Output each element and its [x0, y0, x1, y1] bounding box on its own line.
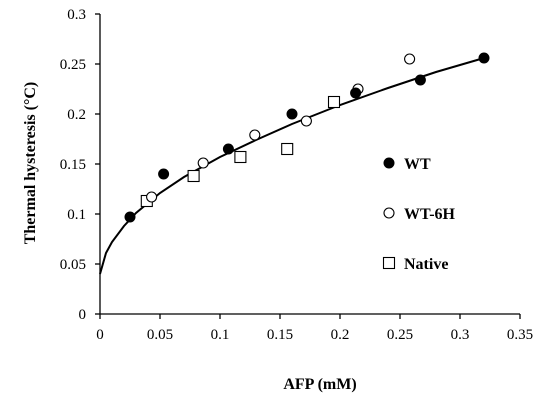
- data-point-wt-6h: [146, 191, 158, 203]
- data-points: [124, 52, 490, 223]
- plot-area: 0 0.05 0.1 0.15 0.2 0.25 0.3 0.35 00.050.10.150…: [60, 7, 533, 343]
- x-ticks: 0 0.05 0.1 0.15 0.2 0.25 0.3 0.35: [96, 314, 533, 343]
- data-point-wt-6h: [249, 129, 261, 141]
- legend-label: WT-6H: [404, 206, 456, 223]
- x-tick-label: 0.05: [147, 327, 173, 343]
- y-tick-label: 0.05: [60, 257, 86, 273]
- x-tick-label: 0.3: [451, 327, 470, 343]
- legend: WT WT-6H Native: [382, 156, 456, 273]
- data-point-wt: [478, 52, 490, 64]
- y-tick-label: 0.25: [60, 57, 86, 73]
- x-tick-label: 0.25: [387, 327, 413, 343]
- x-tick-label: 0.15: [267, 327, 293, 343]
- legend-label: Native: [404, 256, 448, 273]
- legend-marker-wt: [383, 157, 395, 169]
- data-point-native: [281, 142, 294, 156]
- data-point-wt-6h: [404, 53, 416, 65]
- legend-marker-native: [382, 256, 396, 270]
- data-point-wt: [158, 168, 170, 180]
- y-ticks: 0 0.05 0.1 0.15 0.2 0.25 0.3: [60, 7, 100, 323]
- x-tick-label: 0.1: [211, 327, 230, 343]
- data-point-wt: [350, 87, 362, 99]
- data-point-wt: [414, 74, 426, 86]
- x-axis-label: AFP (mM): [283, 376, 356, 393]
- data-point-wt-6h: [300, 115, 312, 127]
- data-point-native: [187, 169, 200, 183]
- data-point-native: [234, 150, 247, 164]
- x-tick-label: 0: [96, 327, 104, 343]
- y-axis-label: Thermal hysteresis (°C): [22, 82, 39, 245]
- data-point-wt-6h: [197, 157, 209, 169]
- legend-label: WT: [404, 156, 431, 173]
- y-tick-label: 0.3: [67, 7, 86, 23]
- data-point-wt: [286, 108, 298, 120]
- data-point-wt: [222, 143, 234, 155]
- data-point-native: [327, 95, 341, 109]
- x-tick-label: 0.35: [507, 327, 533, 343]
- legend-marker-wt-6h: [383, 207, 395, 219]
- x-tick-label: 0.2: [331, 327, 350, 343]
- y-tick-label: 0.2: [67, 107, 86, 123]
- data-point-wt: [124, 211, 136, 223]
- y-tick-label: 0.15: [60, 157, 86, 173]
- y-tick-label: 0: [79, 307, 87, 323]
- y-tick-label: 0.1: [67, 207, 86, 223]
